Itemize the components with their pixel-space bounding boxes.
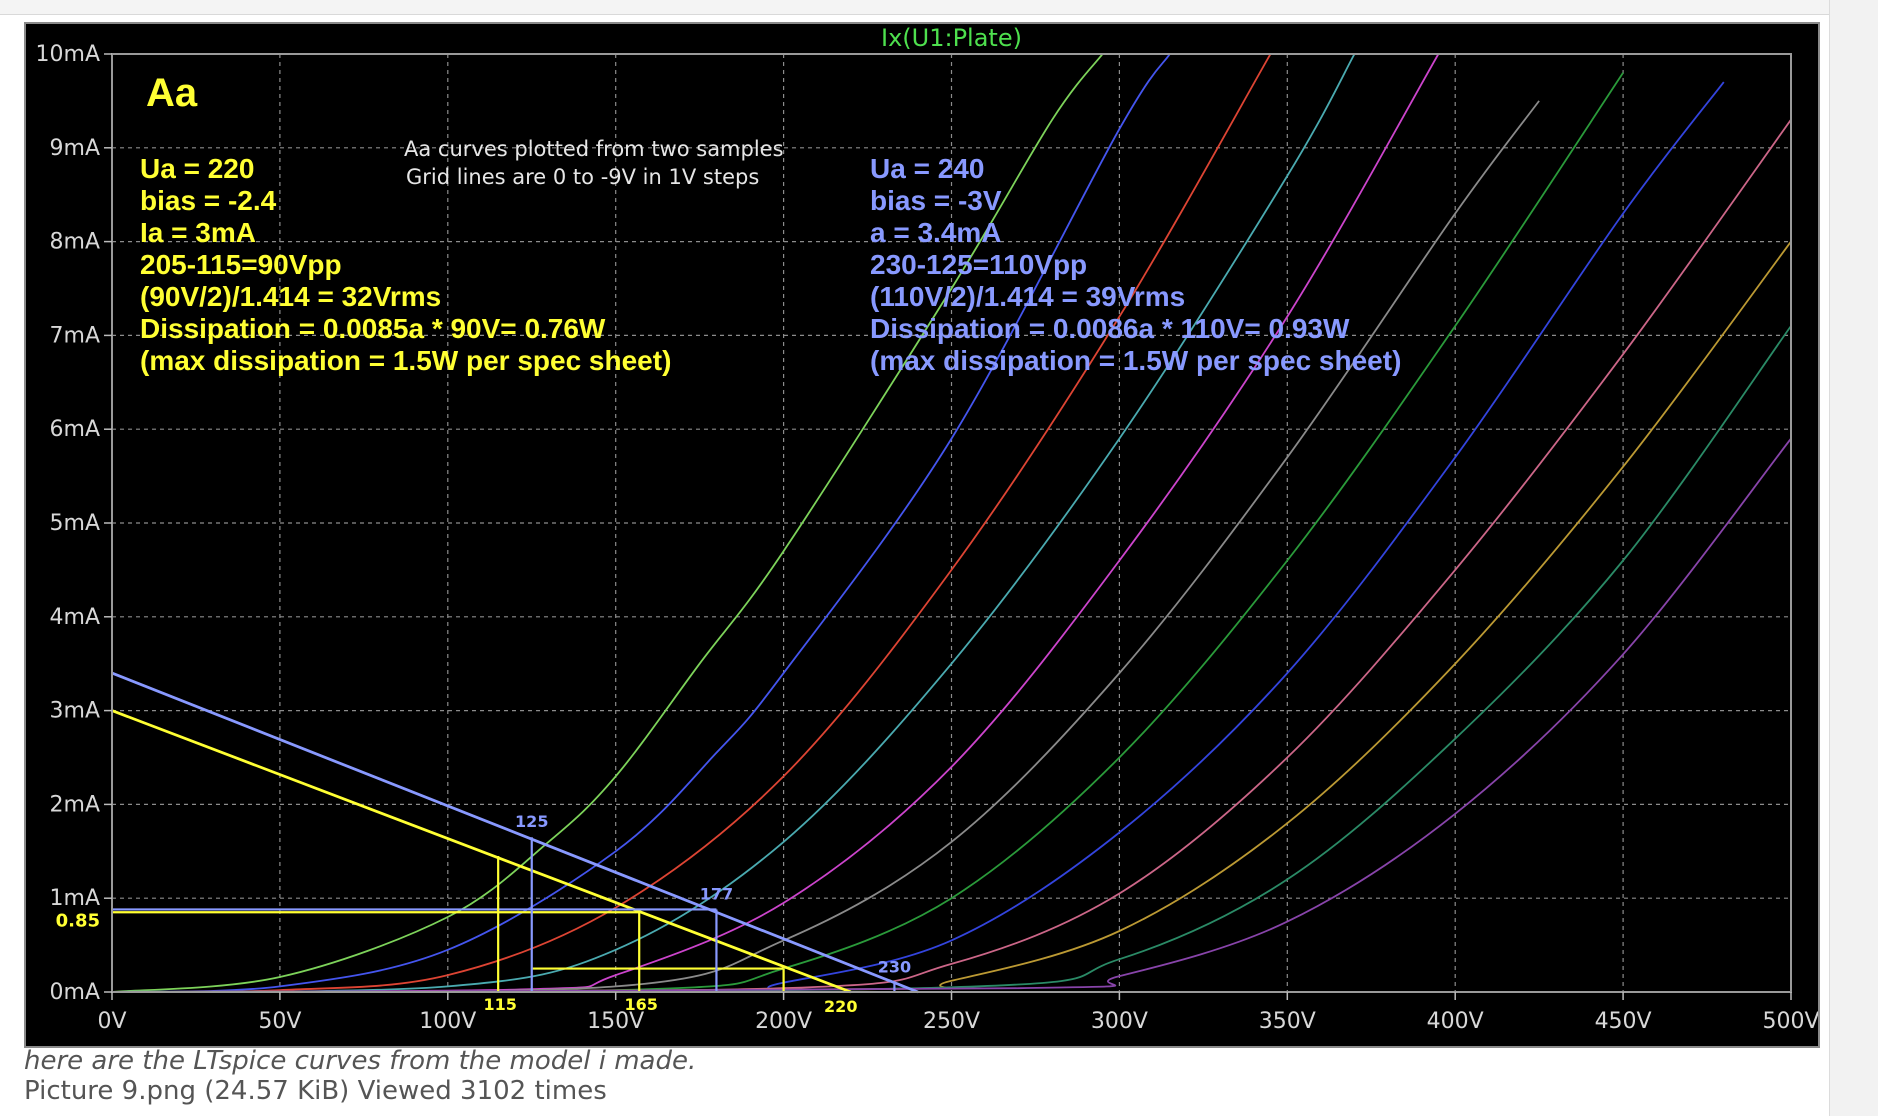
file-meta: Picture 9.png (24.57 KiB) Viewed 3102 ti…: [24, 1076, 607, 1106]
x-tick-label: 50V: [258, 1009, 301, 1034]
center-note-line-1: Aa curves plotted from two samples: [404, 137, 784, 161]
right-annotation-line: Ua = 240: [870, 153, 984, 184]
ltspice-plot-window: 115 165 220 125 177 230 0.85 Aa Aa curves plotte…: [24, 22, 1820, 1048]
right-annotation-line: 230-125=110Vpp: [870, 249, 1087, 280]
plate-curve-3: [112, 54, 1356, 992]
plate-curve-11: [112, 438, 1791, 992]
left-annotation-line: Ua = 220: [140, 153, 254, 184]
x-tick-label: 0V: [97, 1009, 126, 1034]
y-tick-label: 7mA: [50, 323, 100, 348]
plate-curve-2: [112, 54, 1272, 992]
chart-title: Ix(U1:Plate): [881, 24, 1022, 52]
bias-level-label: 0.85: [56, 910, 100, 931]
x-tick-label: 300V: [1091, 1009, 1148, 1034]
image-caption: here are the LTspice curves from the mod…: [24, 1046, 697, 1076]
curves-group: [112, 54, 1791, 992]
x-tick-label: 400V: [1427, 1009, 1484, 1034]
y-tick-label: 4mA: [50, 605, 100, 630]
right-annotation-line: a = 3.4mA: [870, 217, 1002, 248]
side-scroll-strip: [1829, 0, 1878, 1116]
blue-marker-label: 125: [515, 812, 548, 831]
left-annotation-line: Ia = 3mA: [140, 217, 256, 248]
plate-curve-6: [112, 72, 1624, 992]
plate-curve-1: [112, 54, 1171, 992]
series-layer: [112, 54, 1791, 992]
yellow-marker-label: 220: [824, 997, 857, 1016]
x-tick-label: 500V: [1762, 1009, 1818, 1034]
y-tick-label: 5mA: [50, 511, 100, 536]
x-tick-label: 350V: [1259, 1009, 1316, 1034]
y-tick-label: 1mA: [50, 886, 100, 911]
y-tick-label: 0mA: [50, 980, 100, 1005]
y-tick-label: 9mA: [50, 136, 100, 161]
left-annotation-line: Dissipation = 0.0085a * 90V= 0.76W: [140, 313, 606, 344]
left-annotation-line: bias = -2.4: [140, 185, 277, 216]
y-tick-label: 2mA: [50, 792, 100, 817]
yellow-marker-label: 165: [625, 995, 658, 1014]
blue-marker-label: 177: [700, 884, 733, 903]
axis-layer: 0V 50V 100V 150V 200V 250V 300V 350V 400V 450V 500…: [36, 24, 1818, 1034]
x-tick-label: 450V: [1595, 1009, 1652, 1034]
x-tick-label: 200V: [755, 1009, 812, 1034]
y-tick-label: 10mA: [36, 42, 100, 67]
y-tick-label: 6mA: [50, 417, 100, 442]
center-note-line-2: Grid lines are 0 to -9V in 1V steps: [406, 165, 759, 189]
y-tick-label: 3mA: [50, 699, 100, 724]
x-tick-label: 100V: [419, 1009, 476, 1034]
corner-label: Aa: [146, 71, 198, 115]
annotation-layer: 115 165 220 125 177 230 0.85 Aa Aa curves plotte…: [56, 71, 1402, 1016]
left-annotation-line: 205-115=90Vpp: [140, 249, 342, 280]
left-annotation-line: (90V/2)/1.414 = 32Vrms: [140, 281, 441, 312]
plate-curve-0: [112, 54, 1104, 992]
right-annotation-line: (max dissipation = 1.5W per spec sheet): [870, 345, 1401, 376]
top-strip: [0, 0, 1878, 15]
y-tick-label: 8mA: [50, 230, 100, 255]
load-line-blue: [111, 671, 919, 994]
right-annotation-line: Dissipation = 0.0086a * 110V= 0.93W: [870, 313, 1350, 344]
right-annotation-line: (110V/2)/1.414 = 39Vrms: [870, 281, 1185, 312]
plate-current-chart: 115 165 220 125 177 230 0.85 Aa Aa curves plotte…: [36, 24, 1818, 1034]
right-annotation-line: bias = -3V: [870, 185, 1002, 216]
x-tick-label: 250V: [923, 1009, 980, 1034]
x-tick-label: 150V: [587, 1009, 644, 1034]
yellow-marker-label: 115: [483, 995, 516, 1014]
blue-marker-label: 230: [878, 958, 911, 977]
left-annotation-line: (max dissipation = 1.5W per spec sheet): [140, 345, 671, 376]
plate-curve-5: [112, 100, 1540, 992]
load-line-yellow: [111, 709, 852, 994]
